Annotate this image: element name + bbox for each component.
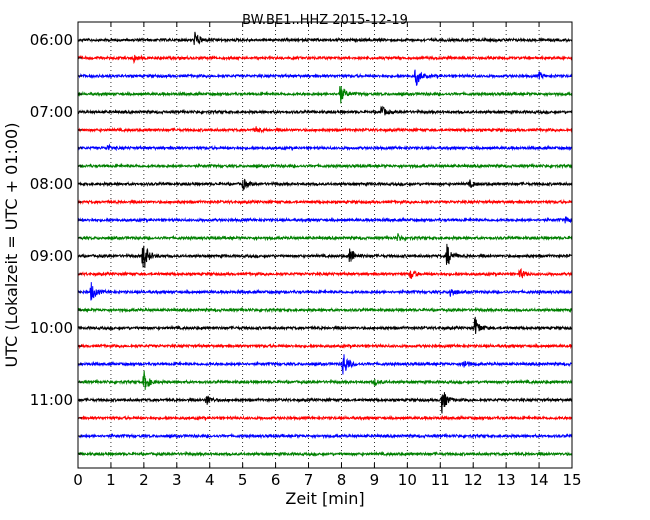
seismogram-trace — [77, 143, 573, 152]
x-tick-label: 3 — [172, 471, 182, 489]
x-tick-label: 5 — [238, 471, 248, 489]
seismogram-trace — [77, 370, 573, 390]
seismogram-trace — [77, 414, 573, 422]
x-axis-ticks: 0 1 2 3 4 5 6 7 8 9 10 11 12 13 14 15 — [73, 22, 582, 489]
seismogram-trace — [77, 342, 572, 350]
x-tick-label: 6 — [271, 471, 281, 489]
seismogram-trace — [77, 450, 573, 458]
x-tick-label: 10 — [398, 471, 417, 489]
x-tick-label: 7 — [304, 471, 314, 489]
x-tick-label: 12 — [464, 471, 483, 489]
x-tick-label: 9 — [370, 471, 380, 489]
y-tick-label: 11:00 — [30, 391, 73, 409]
y-tick-label: 07:00 — [30, 103, 73, 121]
x-tick-label: 2 — [139, 471, 149, 489]
seismogram-traces — [77, 31, 573, 458]
seismogram-trace — [77, 432, 573, 440]
x-tick-label: 14 — [530, 471, 549, 489]
x-axis-label: Zeit [min] — [285, 489, 364, 508]
x-tick-label: 8 — [337, 471, 347, 489]
seismogram-trace — [77, 178, 573, 191]
seismogram-trace — [77, 354, 573, 375]
seismogram-trace — [77, 306, 573, 314]
seismogram-trace — [77, 69, 573, 86]
x-tick-label: 0 — [73, 471, 83, 489]
seismogram-trace — [77, 31, 573, 45]
y-tick-label: 10:00 — [30, 319, 73, 337]
x-tick-label: 15 — [562, 471, 581, 489]
x-tick-label: 4 — [205, 471, 215, 489]
y-tick-label: 08:00 — [30, 175, 73, 193]
seismogram-trace — [77, 267, 573, 280]
seismogram-trace — [77, 282, 573, 301]
seismogram-trace — [77, 162, 573, 170]
seismogram-trace — [77, 105, 573, 116]
plot-frame — [77, 21, 573, 469]
y-axis-ticks: 06:00 07:00 08:00 09:00 10:00 11:00 — [30, 31, 82, 455]
seismogram-trace — [77, 54, 573, 65]
seismogram-trace — [77, 215, 573, 224]
seismogram-trace — [77, 243, 573, 268]
seismogram-trace — [77, 233, 573, 242]
seismogram-trace — [77, 86, 573, 104]
x-tick-label: 1 — [106, 471, 116, 489]
seismogram-trace — [77, 198, 573, 206]
y-axis-label: UTC (Lokalzeit = UTC + 01:00) — [2, 123, 21, 368]
y-tick-label: 09:00 — [30, 247, 73, 265]
seismogram-trace — [77, 126, 573, 134]
x-tick-label: 11 — [431, 471, 450, 489]
x-tick-label: 13 — [497, 471, 516, 489]
chart-title: BW.BE1..HHZ 2015-12-19 — [242, 13, 408, 28]
y-tick-label: 06:00 — [30, 31, 73, 49]
seismogram-trace — [77, 316, 572, 334]
seismogram-trace — [77, 392, 573, 414]
